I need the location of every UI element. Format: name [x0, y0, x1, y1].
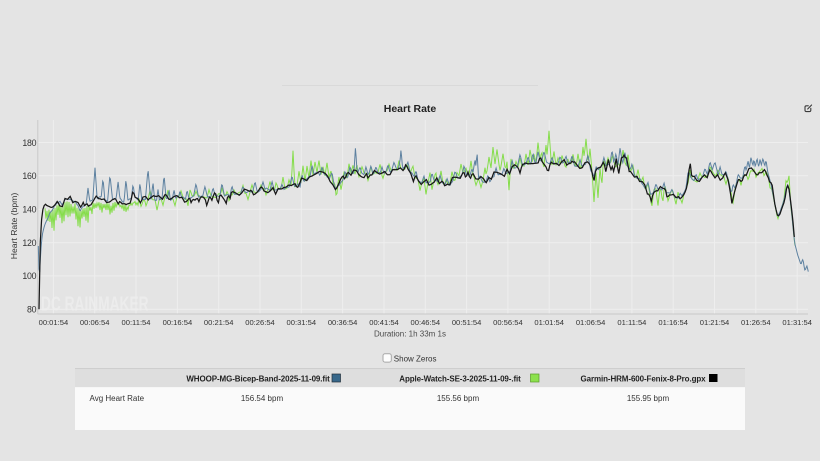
svg-text:00:46:54: 00:46:54: [411, 318, 441, 327]
svg-text:120: 120: [22, 238, 36, 248]
svg-text:01:26:54: 01:26:54: [741, 318, 771, 327]
svg-text:00:06:54: 00:06:54: [80, 318, 110, 327]
svg-text:01:31:54: 01:31:54: [782, 318, 812, 327]
svg-text:00:11:54: 00:11:54: [122, 318, 151, 327]
svg-text:Avg Heart Rate: Avg Heart Rate: [90, 394, 145, 403]
svg-text:00:16:54: 00:16:54: [163, 318, 193, 327]
svg-text:Garmin-HRM-600-Fenix-8-Pro.gpx: Garmin-HRM-600-Fenix-8-Pro.gpx: [580, 374, 706, 383]
svg-text:00:31:54: 00:31:54: [287, 318, 317, 327]
svg-text:01:16:54: 01:16:54: [658, 318, 688, 327]
svg-text:100: 100: [22, 271, 36, 281]
svg-text:01:01:54: 01:01:54: [534, 318, 564, 327]
svg-text:160: 160: [22, 171, 36, 181]
svg-text:00:56:54: 00:56:54: [493, 318, 523, 327]
svg-text:180: 180: [22, 138, 36, 148]
svg-text:WHOOP-MG-Bicep-Band-2025-11-09: WHOOP-MG-Bicep-Band-2025-11-09.fit: [186, 374, 330, 383]
svg-text:140: 140: [22, 205, 36, 215]
svg-text:155.56 bpm: 155.56 bpm: [437, 394, 480, 403]
svg-text:01:06:54: 01:06:54: [576, 318, 606, 327]
svg-text:00:51:54: 00:51:54: [452, 318, 482, 327]
svg-text:Heart Rate (bpm): Heart Rate (bpm): [9, 193, 19, 260]
svg-text:00:26:54: 00:26:54: [245, 318, 275, 327]
svg-text:00:21:54: 00:21:54: [204, 318, 234, 327]
svg-text:Apple-Watch-SE-3-2025-11-09-.f: Apple-Watch-SE-3-2025-11-09-.fit: [399, 374, 521, 383]
svg-text:80: 80: [27, 305, 37, 315]
svg-text:01:21:54: 01:21:54: [700, 318, 730, 327]
svg-text:Duration: 1h 33m 1s: Duration: 1h 33m 1s: [374, 330, 446, 339]
svg-text:Show Zeros: Show Zeros: [394, 354, 437, 363]
svg-text:155.95 bpm: 155.95 bpm: [627, 394, 670, 403]
svg-text:156.54 bpm: 156.54 bpm: [241, 394, 284, 403]
svg-text:00:36:54: 00:36:54: [328, 318, 358, 327]
svg-text:00:01:54: 00:01:54: [39, 318, 69, 327]
svg-text:01:11:54: 01:11:54: [617, 318, 646, 327]
svg-text:00:41:54: 00:41:54: [369, 318, 399, 327]
svg-text:Heart Rate: Heart Rate: [384, 103, 437, 115]
